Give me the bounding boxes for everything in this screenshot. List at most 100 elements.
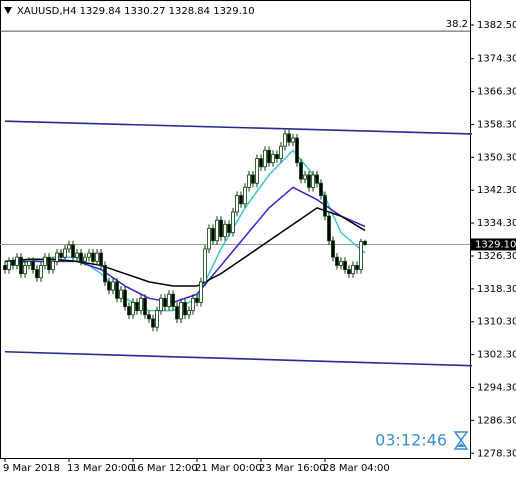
candle-body <box>139 297 143 312</box>
candle-body <box>343 260 347 270</box>
candle-body <box>243 186 247 205</box>
candle-body <box>235 195 239 213</box>
candle-body <box>287 133 291 143</box>
candle-body <box>327 215 331 242</box>
candle-body <box>79 252 83 262</box>
candle-body <box>51 260 55 270</box>
candle-body <box>311 174 315 188</box>
candle-body <box>179 302 183 320</box>
candle-body <box>75 252 79 258</box>
current-price-label: 1329.10 <box>475 239 516 250</box>
candle-body <box>59 252 63 258</box>
candle-body <box>219 219 223 238</box>
candle-body <box>191 297 195 312</box>
candle-body <box>171 293 175 307</box>
candle-body <box>71 244 75 258</box>
candle-body <box>155 310 159 328</box>
candle-body <box>175 306 179 320</box>
candle-body <box>99 252 103 266</box>
candle-body <box>95 252 99 262</box>
y-tick-label: 1302.30 <box>477 350 516 361</box>
candle-body <box>223 223 227 238</box>
y-tick-label: 1350.30 <box>477 152 516 163</box>
candle-body <box>207 228 211 250</box>
candle-body <box>283 133 287 147</box>
candle-body <box>143 297 147 316</box>
candle-body <box>39 265 43 279</box>
candle-body <box>307 174 311 188</box>
title-arrow <box>4 7 12 14</box>
candle-body <box>151 318 155 328</box>
candle-body <box>31 260 35 270</box>
y-tick-label: 1374.30 <box>477 54 516 65</box>
candle-body <box>131 302 135 316</box>
candle-body <box>363 241 367 245</box>
y-tick-label: 1382.50 <box>477 20 516 31</box>
y-tick-label: 1278.30 <box>477 448 516 459</box>
candle-body <box>11 260 15 266</box>
candle-body <box>255 158 259 184</box>
candle-body <box>107 281 111 291</box>
y-tick-label: 1294.30 <box>477 383 516 394</box>
y-tick-label: 1326.30 <box>477 251 516 262</box>
candle-body <box>83 256 87 262</box>
x-tick-label: 28 Mar 04:00 <box>323 463 390 474</box>
candle-body <box>123 289 127 307</box>
candle-body <box>159 297 163 312</box>
x-tick-label: 21 Mar 00:00 <box>195 463 262 474</box>
x-tick-label: 16 Mar 12:00 <box>131 463 198 474</box>
candle-body <box>347 269 351 275</box>
candle-body <box>227 223 231 233</box>
y-tick-label: 1342.30 <box>477 185 516 196</box>
y-tick-label: 1310.30 <box>477 317 516 328</box>
candle-body <box>315 174 319 184</box>
channel-line <box>4 350 473 367</box>
candle-body <box>27 260 31 266</box>
candle-body <box>247 174 251 188</box>
candle-body <box>7 260 11 270</box>
fib-label: 38.2 <box>446 19 468 30</box>
candle-body <box>339 260 343 266</box>
y-tick-label: 1366.30 <box>477 87 516 98</box>
x-tick-label: 23 Mar 16:00 <box>259 463 326 474</box>
candle-body <box>203 248 207 283</box>
candle-body <box>19 256 23 275</box>
candle-body <box>55 252 59 262</box>
candle-body <box>35 269 39 279</box>
candle-body <box>23 265 27 275</box>
candle-body <box>359 241 363 270</box>
candle-body <box>115 281 119 299</box>
candle-body <box>335 256 339 266</box>
candle-body <box>147 314 151 320</box>
candle-body <box>183 302 187 316</box>
candle-body <box>231 211 235 233</box>
candle-body <box>163 297 167 307</box>
candle-body <box>355 265 359 270</box>
candle-body <box>279 145 283 159</box>
candle-body <box>127 306 131 316</box>
moving-average <box>5 186 366 304</box>
candle-body <box>267 149 271 164</box>
candle-body <box>167 293 171 307</box>
y-tick-label: 1318.30 <box>477 284 516 295</box>
candle-body <box>119 289 123 299</box>
candle-body <box>211 228 215 242</box>
candle-body <box>215 219 219 242</box>
candle-body <box>187 310 191 316</box>
candle-body <box>351 265 355 275</box>
channel-line <box>4 120 473 135</box>
candle-body <box>87 252 91 258</box>
plot-frame <box>0 0 471 459</box>
candle-body <box>67 244 71 250</box>
y-tick-label: 1334.30 <box>477 218 516 229</box>
candle-body <box>135 302 139 312</box>
candle-body <box>3 265 7 270</box>
candle-body <box>195 297 199 303</box>
candle-body <box>199 281 203 303</box>
y-tick-label: 1286.30 <box>477 415 516 426</box>
current-price-box <box>471 238 516 251</box>
candle-body <box>111 281 115 291</box>
candle-body <box>323 195 327 217</box>
